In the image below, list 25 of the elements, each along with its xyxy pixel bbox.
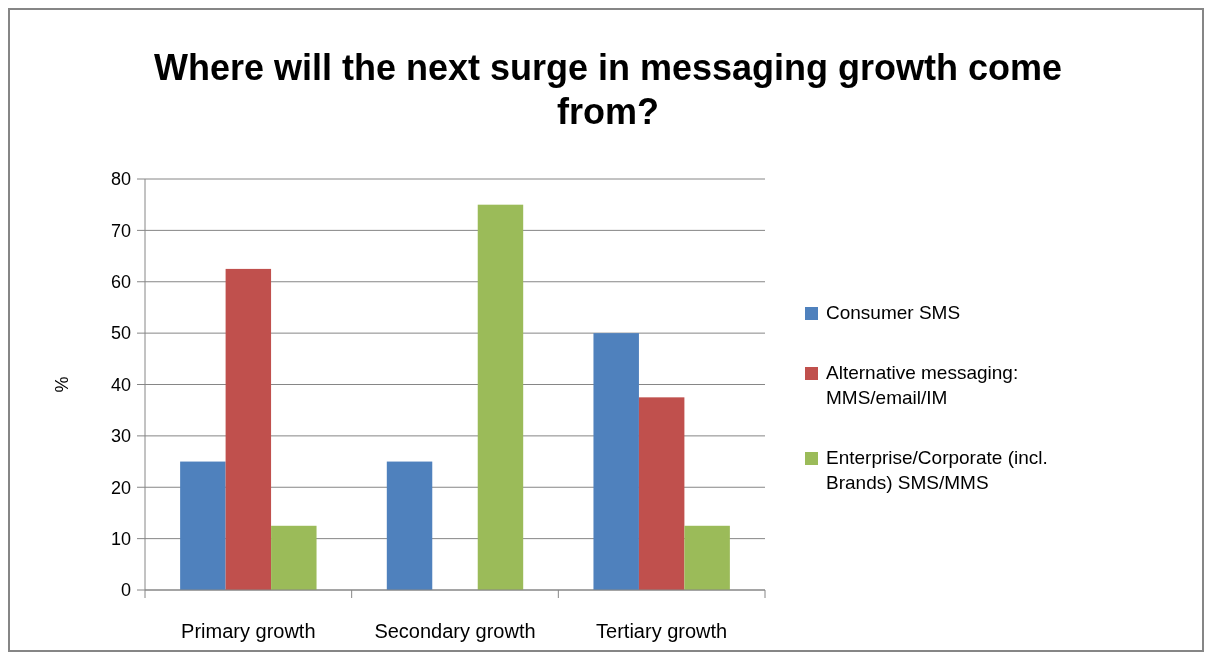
y-tick-label: 60	[110, 272, 131, 293]
bar	[477, 204, 524, 590]
x-tick-label: Secondary growth	[374, 620, 536, 642]
legend-label: Enterprise/Corporate (incl. Brands) SMS/MMS	[826, 447, 1048, 493]
bar	[386, 461, 433, 590]
legend-label: Consumer SMS	[826, 302, 961, 323]
legend-label: Alternative messaging: MMS/email/IM	[826, 362, 1019, 408]
y-tick-label: 0	[120, 580, 131, 601]
bar	[593, 333, 639, 590]
bar	[684, 525, 730, 590]
bar	[225, 268, 272, 590]
y-tick-label: 10	[110, 528, 131, 549]
bar	[180, 461, 226, 590]
y-tick-label: 20	[110, 477, 131, 498]
y-tick-label: 50	[110, 323, 131, 344]
x-tick-label: Tertiary growth	[596, 620, 728, 642]
x-tick-label: Primary growth	[181, 620, 316, 642]
bar	[638, 397, 685, 590]
y-axis-title: %	[52, 376, 72, 393]
y-tick-label: 80	[110, 169, 131, 190]
y-tick-label: 70	[110, 220, 131, 241]
chart-title: Where will the next surge in messaging growth come from?	[153, 47, 1063, 132]
bar	[271, 525, 317, 590]
y-tick-label: 40	[110, 374, 131, 395]
y-tick-label: 30	[110, 426, 131, 447]
